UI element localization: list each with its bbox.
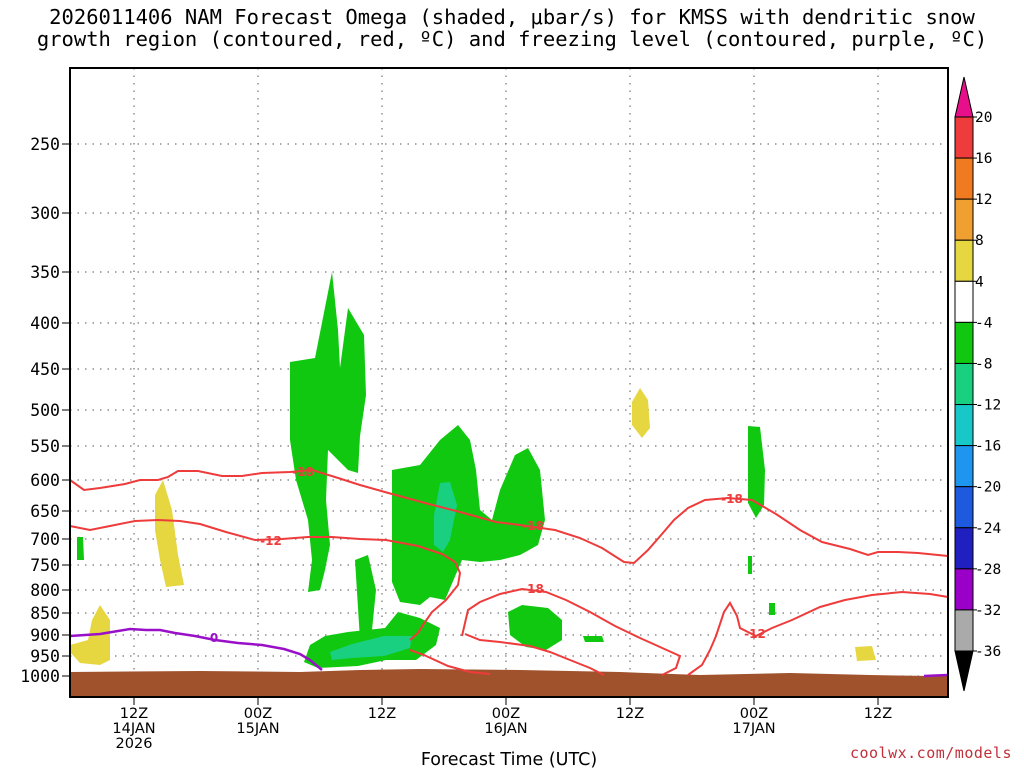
- y-tick-label: 550: [30, 437, 60, 456]
- y-tick-label: 350: [30, 263, 60, 282]
- omega-mod-region: [330, 636, 412, 660]
- dgz-contour-line: [409, 649, 491, 675]
- credit-text: coolwx.com/models: [849, 744, 1012, 762]
- dgz-contour-line: [461, 587, 682, 676]
- colorbar-label: -8: [975, 356, 992, 372]
- colorbar-segment: [954, 527, 974, 570]
- colorbar-segment: [954, 116, 974, 159]
- dgz-contour-line: [464, 633, 605, 676]
- colorbar-label: 16: [975, 151, 992, 167]
- omega-green-region: [508, 605, 562, 650]
- contour-label: 0: [210, 631, 218, 645]
- omega-green-region: [583, 636, 604, 642]
- colorbar-segment: [954, 198, 974, 241]
- plot-frame: [69, 67, 949, 698]
- contour-label: -12: [260, 534, 282, 548]
- y-axis-labels: 250 300 350 400 450 500 550 600 650 700 750 800 850 9…: [20, 135, 70, 686]
- x-tick-label: 17JAN: [732, 721, 775, 737]
- colorbar-label: 12: [975, 192, 992, 208]
- colorbar-segment: [954, 486, 974, 529]
- colorbar-segment: [954, 280, 974, 323]
- contour-label: -18: [292, 465, 314, 479]
- x-tick-label: 00Z: [244, 706, 272, 722]
- x-tick-label: 12Z: [864, 706, 892, 722]
- contour-label: -18: [522, 582, 544, 596]
- x-tick-label: 15JAN: [236, 721, 279, 737]
- x-tick-label: 12Z: [616, 706, 644, 722]
- omega-green-region: [748, 426, 765, 518]
- y-tick-label: 600: [30, 471, 60, 490]
- x-tick-label: 00Z: [492, 706, 520, 722]
- x-axis-title: Forecast Time (UTC): [421, 750, 597, 768]
- omega-green-region: [748, 556, 752, 574]
- omega-green-region: [77, 537, 84, 560]
- x-tick-label: 2026: [116, 736, 153, 752]
- chart-title: 2026011406 NAM Forecast Omega (shaded, μ…: [0, 6, 1024, 50]
- freezing-level-contour: [69, 627, 323, 671]
- y-tick-label: 850: [30, 604, 60, 623]
- y-tick-label: 950: [30, 647, 60, 666]
- y-tick-label: 1000: [20, 667, 60, 686]
- y-tick-label: 750: [30, 556, 60, 575]
- dgz-contours: [69, 468, 949, 676]
- colorbar-label: -24: [975, 521, 1001, 537]
- colorbar-segment: [954, 239, 974, 282]
- colorbar-label: -16: [975, 439, 1001, 455]
- colorbar-segment: [954, 362, 974, 406]
- y-tick-label: 650: [30, 502, 60, 521]
- colorbar-label: 8: [975, 233, 984, 249]
- y-tick-label: 500: [30, 401, 60, 420]
- colorbar-segment: [954, 157, 974, 200]
- colorbar-segment: [954, 445, 974, 488]
- colorbar-bottom-arrow: [954, 650, 974, 692]
- omega-green-region: [355, 555, 376, 640]
- plot-area: [70, 68, 948, 697]
- dgz-contour-line: [69, 518, 462, 641]
- title-line-1: 2026011406 NAM Forecast Omega (shaded, μ…: [49, 5, 975, 29]
- contour-labels: -18 -12 -18 -18 -18 -12 0: [210, 465, 766, 645]
- colorbar-segment: [954, 568, 974, 611]
- colorbar-segment: [954, 321, 974, 364]
- x-tick-label: 16JAN: [484, 721, 527, 737]
- contour-label: -18: [522, 519, 544, 533]
- x-tick-label: 00Z: [740, 706, 768, 722]
- colorbar-label: -4: [975, 315, 993, 331]
- omega-yellow-region: [855, 646, 876, 661]
- x-tick-label: 12Z: [120, 706, 148, 722]
- dgz-contour-line: [69, 468, 949, 565]
- dgz-contour-line: [687, 590, 949, 676]
- colorbar-segment: [954, 609, 974, 652]
- colorbar-label: -20: [975, 480, 1001, 496]
- freezing-level-contour-end: [923, 673, 949, 678]
- colorbar-top-arrow: [954, 76, 974, 118]
- omega-mod-region: [434, 482, 457, 552]
- title-line-2: growth region (contoured, red, ºC) and f…: [36, 27, 988, 51]
- terrain-surface: [70, 669, 948, 697]
- y-tick-label: 300: [30, 204, 60, 223]
- contour-label: -12: [744, 627, 766, 641]
- x-tick-label: 12Z: [368, 706, 396, 722]
- y-tick-label: 250: [30, 135, 60, 154]
- contour-label: -18: [721, 492, 743, 506]
- omega-yellow-region: [155, 480, 184, 587]
- colorbar-label: -32: [975, 603, 1001, 619]
- omega-green-region: [769, 603, 775, 615]
- colorbar-segment: [954, 404, 974, 447]
- colorbar-label: 4: [975, 274, 984, 290]
- colorbar: 20 16 12 8 4 -4 -8 -12 -16 -20 -24 -28 -32 -36: [954, 76, 1001, 692]
- y-tick-label: 400: [30, 314, 60, 333]
- y-tick-label: 800: [30, 581, 60, 600]
- colorbar-label: -36: [975, 644, 1001, 660]
- x-tick-label: 14JAN: [112, 721, 155, 737]
- omega-green-region: [290, 272, 366, 592]
- y-tick-label: 450: [30, 360, 60, 379]
- omega-yellow-region: [632, 388, 650, 438]
- y-tick-label: 900: [30, 626, 60, 645]
- colorbar-label: -28: [975, 562, 1001, 578]
- colorbar-label: -12: [975, 398, 1001, 414]
- colorbar-label: 20: [975, 110, 992, 126]
- y-tick-label: 700: [30, 530, 60, 549]
